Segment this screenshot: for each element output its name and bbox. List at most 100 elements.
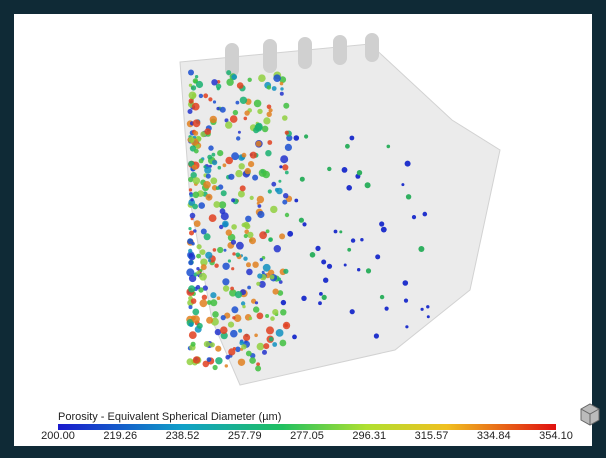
pore	[244, 234, 248, 238]
pore	[228, 322, 234, 328]
pore	[202, 295, 207, 300]
pore	[285, 213, 289, 217]
pore	[231, 267, 234, 270]
pore	[240, 185, 246, 191]
pore	[247, 286, 251, 290]
pore	[209, 214, 217, 222]
pore	[189, 331, 197, 339]
pore	[283, 269, 288, 274]
pore	[223, 285, 229, 291]
pore	[270, 275, 275, 280]
pore	[241, 344, 246, 349]
pore	[282, 115, 288, 121]
pore	[280, 92, 284, 96]
pore	[231, 224, 237, 230]
pore	[257, 313, 264, 320]
pore	[257, 211, 264, 218]
pore	[208, 97, 212, 101]
pore	[238, 359, 245, 366]
pore	[304, 134, 308, 138]
pore	[282, 164, 288, 170]
pore	[345, 144, 350, 149]
pore	[350, 309, 355, 314]
pore	[250, 196, 254, 200]
pore	[189, 188, 192, 191]
pore	[263, 117, 270, 124]
pore	[357, 170, 362, 175]
pore	[199, 159, 204, 164]
pore	[275, 188, 279, 192]
pore	[224, 249, 227, 252]
pore	[299, 218, 304, 223]
pore	[189, 231, 194, 236]
pore	[212, 153, 216, 157]
pore	[232, 316, 235, 319]
pore	[270, 316, 275, 321]
pore	[231, 240, 236, 245]
pore	[418, 246, 424, 252]
pore	[347, 248, 351, 252]
pore	[262, 171, 270, 179]
pore	[243, 257, 247, 261]
pore	[200, 299, 208, 307]
pore	[255, 124, 263, 132]
pore	[277, 278, 281, 282]
pore	[213, 201, 220, 208]
pore	[280, 155, 288, 163]
pore	[230, 330, 238, 338]
pore	[238, 131, 241, 134]
pore	[249, 237, 256, 244]
pore	[274, 245, 281, 252]
pore	[242, 223, 246, 227]
pore	[351, 238, 355, 242]
pore	[292, 335, 297, 340]
pore	[236, 253, 241, 258]
pore	[374, 333, 379, 338]
pore	[220, 326, 228, 334]
pore	[236, 242, 244, 250]
pore	[421, 308, 424, 311]
pore	[236, 101, 240, 105]
colorbar-tick-label: 296.31	[352, 430, 386, 442]
pore	[204, 341, 210, 347]
pore	[197, 244, 202, 249]
colorbar-tick-label: 334.84	[477, 430, 511, 442]
pore	[245, 168, 251, 174]
colorbar-tick-label: 219.26	[103, 430, 137, 442]
pore	[216, 107, 219, 110]
pore	[339, 230, 342, 233]
pore	[387, 145, 391, 149]
pore	[380, 295, 384, 299]
pore	[334, 230, 338, 234]
pore	[248, 78, 252, 82]
pore	[191, 342, 196, 347]
pore	[189, 253, 193, 257]
pore	[401, 183, 404, 186]
pore	[406, 194, 411, 199]
pore	[405, 325, 408, 328]
pore	[194, 149, 199, 154]
pore	[212, 160, 217, 165]
pore	[243, 334, 250, 341]
pore	[188, 285, 195, 292]
colorbar-title: Porosity - Equivalent Spherical Diameter…	[58, 411, 281, 423]
pore	[257, 109, 262, 114]
pore	[269, 337, 274, 342]
pore	[242, 153, 247, 158]
pore	[263, 343, 269, 349]
pore	[210, 342, 215, 347]
pore	[233, 110, 238, 115]
pore	[255, 366, 261, 372]
pore	[205, 252, 212, 259]
pore	[217, 150, 223, 156]
pore	[319, 292, 323, 296]
pore	[213, 100, 216, 103]
pore	[221, 315, 226, 320]
pore	[191, 316, 196, 321]
pore	[323, 278, 328, 283]
pore	[405, 161, 411, 167]
pore	[208, 145, 213, 150]
pore	[217, 296, 221, 300]
pore	[225, 364, 228, 367]
pore	[191, 85, 196, 90]
